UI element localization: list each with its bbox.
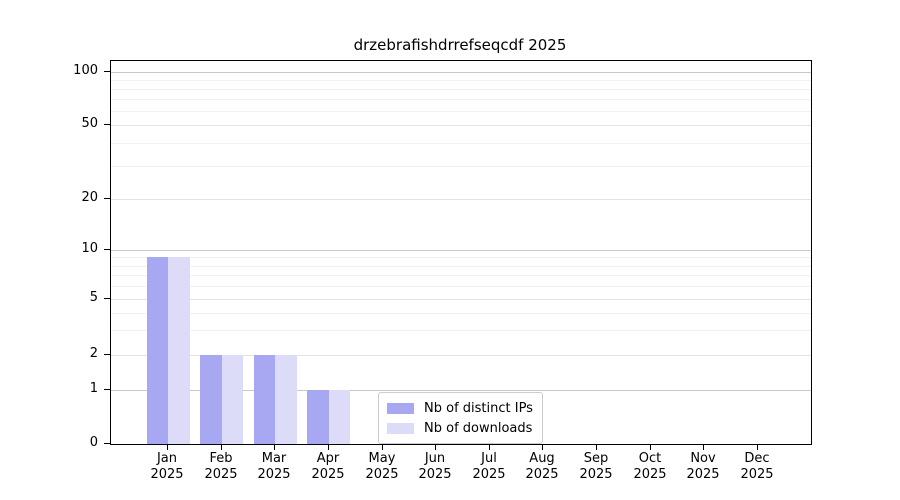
gridline-minor: [111, 257, 811, 258]
gridline-minor: [111, 313, 811, 314]
x-tick-mark: [435, 444, 436, 450]
gridline-10: [111, 250, 811, 251]
y-tick-mark: [104, 298, 110, 299]
gridline-minor: [111, 266, 811, 267]
x-tick-year: 2025: [740, 467, 774, 482]
x-tick-year: 2025: [418, 467, 452, 482]
x-tick-year: 2025: [311, 467, 345, 482]
gridline-1: [111, 390, 811, 391]
gridline-minor: [111, 330, 811, 331]
legend-label: Nb of distinct IPs: [424, 400, 533, 416]
x-tick-mark: [596, 444, 597, 450]
gridline-50: [111, 125, 811, 126]
x-tick-mark: [328, 444, 329, 450]
x-tick-year: 2025: [525, 467, 559, 482]
y-tick-mark: [104, 389, 110, 390]
x-tick-year: 2025: [472, 467, 506, 482]
gridline-2: [111, 355, 811, 356]
x-tick-label-jul: Jul 2025: [457, 451, 521, 483]
x-tick-mark: [489, 444, 490, 450]
gridline-minor: [111, 111, 811, 112]
gridline-minor: [111, 275, 811, 276]
x-tick-year: 2025: [686, 467, 720, 482]
x-tick-year: 2025: [579, 467, 613, 482]
x-tick-label-jun: Jun 2025: [403, 451, 467, 483]
x-tick-mark: [757, 444, 758, 450]
x-tick-label-nov: Nov 2025: [671, 451, 735, 483]
legend: Nb of distinct IPs Nb of downloads: [378, 392, 543, 444]
x-tick-year: 2025: [633, 467, 667, 482]
x-tick-label-aug: Aug 2025: [510, 451, 574, 483]
gridline-minor: [111, 286, 811, 287]
x-tick-mark: [221, 444, 222, 450]
y-tick-label: 100: [73, 63, 98, 78]
bar-downloads-jan: [168, 257, 190, 444]
x-tick-label-oct: Oct 2025: [618, 451, 682, 483]
y-tick-mark: [104, 354, 110, 355]
gridline-minor: [111, 166, 811, 167]
y-tick-label: 5: [89, 290, 98, 305]
x-tick-year: 2025: [150, 467, 184, 482]
plot-area: [110, 60, 812, 445]
legend-swatch: [387, 422, 414, 434]
x-tick-year: 2025: [204, 467, 238, 482]
gridline-20: [111, 199, 811, 200]
gridline-minor: [111, 80, 811, 81]
x-tick-mark: [650, 444, 651, 450]
x-tick-label-may: May 2025: [350, 451, 414, 483]
x-tick-label-dec: Dec 2025: [725, 451, 789, 483]
x-tick-label-sep: Sep 2025: [564, 451, 628, 483]
bar-distinct-ips-apr: [307, 390, 329, 444]
x-tick-year: 2025: [365, 467, 399, 482]
bar-downloads-apr: [328, 390, 351, 444]
x-tick-label-apr: Apr 2025: [296, 451, 360, 483]
bar-downloads-feb: [221, 355, 244, 444]
gridline-5: [111, 299, 811, 300]
x-tick-mark: [703, 444, 704, 450]
x-tick-mark: [274, 444, 275, 450]
bar-distinct-ips-jan: [146, 257, 168, 444]
y-tick-mark: [104, 198, 110, 199]
chart-title: drzebrafishdrrefseqcdf 2025: [353, 36, 567, 54]
x-tick-label-feb: Feb 2025: [189, 451, 253, 483]
x-tick-mark: [542, 444, 543, 450]
bar-distinct-ips-feb: [200, 355, 222, 444]
y-tick-label: 2: [89, 346, 98, 361]
y-tick-mark: [104, 71, 110, 72]
legend-row: Nb of distinct IPs: [387, 398, 533, 418]
bar-distinct-ips-mar: [253, 355, 276, 444]
x-tick-year: 2025: [257, 467, 291, 482]
gridline-100: [111, 72, 811, 73]
y-tick-mark: [104, 443, 110, 444]
x-tick-label-mar: Mar 2025: [242, 451, 306, 483]
gridline-minor: [111, 99, 811, 100]
bar-downloads-mar: [275, 355, 297, 444]
y-tick-label: 50: [81, 116, 98, 131]
gridline-minor: [111, 143, 811, 144]
y-tick-mark: [104, 124, 110, 125]
y-tick-label: 10: [81, 241, 98, 256]
gridline-minor: [111, 89, 811, 90]
x-tick-mark: [382, 444, 383, 450]
y-tick-label: 20: [81, 190, 98, 205]
y-tick-label: 1: [89, 381, 98, 396]
legend-swatch: [387, 402, 414, 414]
y-tick-label: 0: [89, 435, 98, 450]
legend-label: Nb of downloads: [424, 420, 533, 436]
x-tick-label-jan: Jan 2025: [135, 451, 199, 483]
y-tick-mark: [104, 249, 110, 250]
legend-row: Nb of downloads: [387, 418, 533, 438]
x-tick-mark: [167, 444, 168, 450]
